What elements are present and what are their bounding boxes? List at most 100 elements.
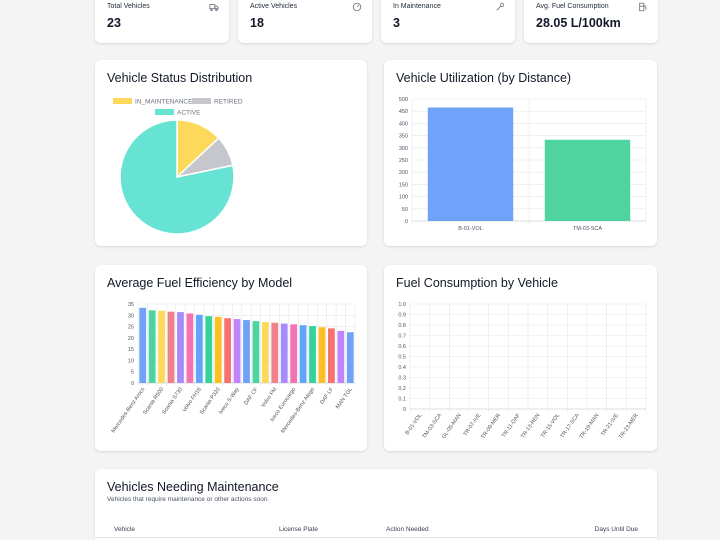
bar-item-7	[205, 316, 213, 383]
y-tick-label: 15	[128, 347, 134, 353]
stat-label: Active Vehicles	[250, 3, 298, 10]
gauge-icon	[352, 2, 362, 12]
y-tick-label: 350	[399, 134, 408, 140]
bar-scania-p320	[214, 316, 222, 383]
y-tick-label: 0.2	[398, 386, 406, 392]
bar-item-15	[280, 323, 288, 383]
legend-swatch-in-maintenance	[113, 98, 132, 104]
x-tick-label-man-tgl: MAN TGL	[335, 387, 354, 410]
legend-swatch-active	[155, 109, 174, 115]
column-header-license-plate[interactable]: License Plate	[279, 526, 319, 533]
y-tick-label: 0	[405, 219, 408, 225]
x-tick-label-b-01-vol: B-01-VOL	[458, 226, 482, 232]
bar-volvo-fh16	[195, 314, 203, 383]
x-tick-label-tr-15-vol: TR-15-VOL	[540, 413, 561, 439]
bar-daf-cf	[252, 321, 260, 383]
y-tick-label: 250	[399, 158, 408, 164]
x-tick-label-tr-23-mer: TR-23-MER	[618, 413, 640, 440]
y-tick-label: 450	[399, 109, 408, 115]
bar-item-13	[261, 322, 269, 383]
y-tick-label: 0.9	[398, 313, 406, 319]
bar-item-5	[186, 313, 194, 383]
y-tick-label: 100	[399, 195, 408, 201]
stat-value: 28.05 L/100km	[536, 16, 621, 30]
wrench-icon	[496, 2, 505, 11]
column-header-vehicle[interactable]: Vehicle	[114, 526, 135, 533]
bar-iveco-s-way	[233, 319, 241, 383]
x-tick-label-daf-cf: DAF CF	[243, 386, 260, 406]
stat-label: In Maintenance	[393, 3, 441, 10]
y-tick-label: 0.4	[398, 365, 406, 371]
y-tick-label: 20	[128, 336, 134, 342]
truck-icon	[209, 4, 219, 12]
bar-item-1	[148, 310, 156, 383]
stat-card-active-vehicles: Active Vehicles 18	[238, 0, 372, 43]
y-tick-label: 1.0	[398, 302, 406, 308]
y-tick-label: 0	[131, 381, 134, 387]
x-tick-label-tr-07-ive: TR-07-IVE	[463, 412, 483, 437]
y-tick-label: 150	[399, 182, 408, 188]
bar-b-01-vol	[427, 107, 514, 221]
x-tick-label-tm-03-sca: TM-03-SCA	[573, 226, 602, 232]
x-tick-label-tr-13-ren: TR-13-REN	[520, 413, 541, 440]
y-tick-label: 25	[128, 325, 134, 331]
maintenance-card: Vehicles Needing Maintenance Vehicles th…	[95, 469, 657, 540]
bar-iveco-eurocargo	[290, 324, 298, 383]
stat-label: Total Vehicles	[107, 3, 150, 10]
y-tick-label: 10	[128, 358, 134, 364]
y-tick-label: 35	[128, 302, 134, 308]
x-tick-label-iveco-s-way: Iveco S-Way	[218, 387, 241, 416]
card-title: Vehicle Utilization (by Distance)	[396, 71, 572, 85]
fuel-efficiency-card: Average Fuel Efficiency by Model 0 5 10 15 2…	[95, 265, 367, 451]
stat-value: 18	[250, 16, 264, 30]
bar-scania-r500	[158, 310, 165, 383]
legend-label-in-maintenance: IN_MAINTENANCE	[135, 99, 193, 106]
bar-mercedes-benz-arocs	[139, 307, 147, 383]
fuel-efficiency-bar-chart: 0 5 10 15 20 25 30 35 Mercedes-Benz Arocs Scania …	[111, 302, 356, 434]
bar-mercedes-benz-atego	[309, 326, 316, 383]
vehicle-utilization-bar-chart: 0 50 100 150 200 250 300 350 400 450 500 B-01-VOL TM…	[399, 97, 647, 232]
y-tick-label: 0.6	[398, 344, 406, 350]
x-tick-label-volvo-fh16: Volvo FH16	[182, 387, 203, 414]
vehicle-status-pie-chart: IN_MAINTENANCE RETIRED ACTIVE	[113, 98, 243, 235]
stat-value: 3	[393, 16, 400, 30]
column-header-action-needed[interactable]: Action Needed	[386, 526, 429, 533]
card-title: Vehicle Status Distribution	[107, 71, 253, 85]
x-tick-label-tr-17-sca: TR-17-SCA	[560, 412, 581, 439]
y-tick-label: 5	[131, 370, 134, 376]
stat-card-total-vehicles: Total Vehicles 23	[95, 0, 229, 43]
column-header-days-until-due[interactable]: Days Until Due	[594, 526, 638, 533]
bar-item-17	[299, 325, 307, 383]
stat-card-in-maintenance: In Maintenance 3	[381, 0, 515, 43]
y-tick-label: 0.5	[398, 355, 406, 361]
legend-label-active: ACTIVE	[177, 110, 201, 117]
stat-value: 23	[107, 16, 121, 30]
bar-item-3	[167, 311, 175, 383]
y-tick-label: 0	[403, 407, 406, 413]
y-tick-label: 50	[402, 207, 408, 213]
bar-item-11	[243, 320, 250, 383]
card-title: Fuel Consumption by Vehicle	[396, 276, 558, 290]
stat-card-avg-fuel-consumption: Avg. Fuel Consumption 28.05 L/100km	[524, 0, 658, 43]
bar-daf-lf	[328, 328, 335, 383]
legend-swatch-retired	[192, 98, 211, 104]
x-tick-label-b-01-vol: B-01-VOL	[405, 413, 424, 436]
fuel-pump-icon	[639, 2, 647, 12]
bar-tm-03-sca	[544, 139, 631, 221]
legend-label-retired: RETIRED	[214, 99, 243, 106]
table-header-divider	[95, 537, 657, 538]
fuel-consumption-card: Fuel Consumption by Vehicle 0 0.1 0.2 0.3 0.…	[384, 265, 657, 451]
vehicle-utilization-card: Vehicle Utilization (by Distance) 0 50 100…	[384, 60, 657, 246]
vehicle-status-card: Vehicle Status Distribution IN_MAINTENAN…	[95, 60, 367, 246]
bar-man-tgl	[346, 332, 354, 383]
x-tick-label-tm-03-sca: TM-03-SCA	[422, 412, 444, 439]
bar-item-21	[337, 330, 345, 383]
stat-label: Avg. Fuel Consumption	[536, 3, 609, 10]
y-tick-label: 400	[399, 121, 408, 127]
bar-item-19	[318, 327, 326, 383]
x-tick-label-tr-09-mer: TR-09-MER	[480, 413, 502, 440]
bar-scania-s730	[177, 312, 184, 383]
y-tick-label: 0.3	[398, 376, 406, 382]
bar-item-9	[224, 318, 232, 383]
y-tick-label: 200	[399, 170, 408, 176]
